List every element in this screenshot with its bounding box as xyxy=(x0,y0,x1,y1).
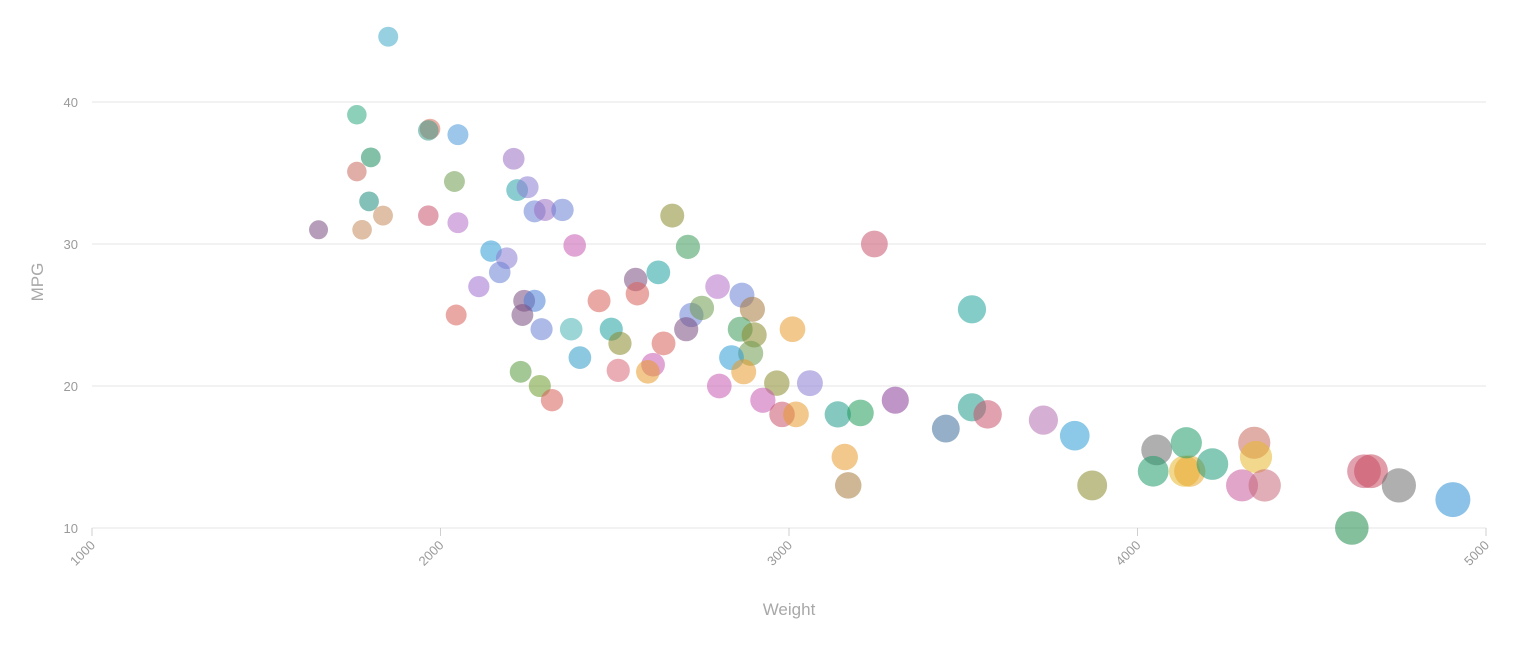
data-point[interactable] xyxy=(957,295,987,324)
x-tick-label: 4000 xyxy=(1113,538,1144,569)
data-point[interactable] xyxy=(523,289,546,312)
data-point[interactable] xyxy=(824,401,851,428)
data-point[interactable] xyxy=(651,331,676,356)
y-axis-title: MPG xyxy=(28,263,47,302)
data-point[interactable] xyxy=(359,191,379,212)
x-tick-label: 3000 xyxy=(764,538,795,569)
data-point[interactable] xyxy=(796,370,823,397)
x-tick-label: 5000 xyxy=(1461,538,1492,569)
data-point[interactable] xyxy=(418,120,439,141)
data-point[interactable] xyxy=(1226,469,1259,502)
data-point[interactable] xyxy=(608,331,632,356)
data-point[interactable] xyxy=(309,220,329,240)
data-point[interactable] xyxy=(646,260,671,285)
data-point[interactable] xyxy=(731,359,757,385)
data-point[interactable] xyxy=(1028,405,1059,435)
data-point[interactable] xyxy=(881,386,909,414)
data-point[interactable] xyxy=(1137,455,1169,487)
data-point[interactable] xyxy=(1077,470,1108,501)
data-point[interactable] xyxy=(860,230,888,258)
data-point[interactable] xyxy=(1248,469,1281,502)
y-axis-ticks: 10 20 30 40 xyxy=(64,95,78,536)
data-point[interactable] xyxy=(516,176,539,199)
data-point[interactable] xyxy=(502,147,525,170)
data-point[interactable] xyxy=(540,389,564,412)
data-point[interactable] xyxy=(445,304,467,326)
data-point[interactable] xyxy=(783,401,809,428)
data-point[interactable] xyxy=(360,147,381,168)
data-point[interactable] xyxy=(1170,427,1202,459)
data-point[interactable] xyxy=(447,124,469,146)
data-point[interactable] xyxy=(488,261,511,284)
data-point[interactable] xyxy=(1335,511,1369,545)
data-point[interactable] xyxy=(378,26,399,47)
y-tick-label: 10 xyxy=(64,521,78,536)
data-point[interactable] xyxy=(847,399,874,427)
data-point[interactable] xyxy=(739,296,765,322)
x-axis-title: Weight xyxy=(763,600,816,619)
data-point[interactable] xyxy=(764,370,790,396)
data-point[interactable] xyxy=(347,161,367,182)
data-point[interactable] xyxy=(625,281,650,306)
data-point[interactable] xyxy=(468,275,490,298)
data-point[interactable] xyxy=(931,414,960,443)
data-point[interactable] xyxy=(443,171,465,192)
data-point[interactable] xyxy=(568,346,592,369)
data-point[interactable] xyxy=(831,443,858,471)
data-point[interactable] xyxy=(636,359,660,384)
data-point[interactable] xyxy=(559,317,583,341)
grid xyxy=(92,101,1486,529)
data-point[interactable] xyxy=(705,274,730,299)
data-point[interactable] xyxy=(674,317,699,342)
data-point[interactable] xyxy=(551,198,574,222)
data-point[interactable] xyxy=(779,316,806,343)
data-point[interactable] xyxy=(530,318,553,341)
data-point[interactable] xyxy=(1435,482,1471,518)
data-point[interactable] xyxy=(606,358,630,382)
data-point[interactable] xyxy=(706,373,732,399)
data-point[interactable] xyxy=(352,219,372,240)
data-point[interactable] xyxy=(447,212,469,234)
y-tick-label: 40 xyxy=(64,95,78,110)
data-point[interactable] xyxy=(533,198,557,222)
y-tick-label: 20 xyxy=(64,379,78,394)
data-point[interactable] xyxy=(835,472,862,499)
data-point[interactable] xyxy=(373,205,393,226)
data-point[interactable] xyxy=(750,387,776,413)
x-tick-label: 1000 xyxy=(67,538,98,569)
y-tick-label: 30 xyxy=(64,237,78,252)
data-point[interactable] xyxy=(509,360,532,383)
data-point[interactable] xyxy=(511,304,534,326)
x-tick-label: 2000 xyxy=(416,538,447,569)
data-point[interactable] xyxy=(563,234,586,257)
data-point[interactable] xyxy=(1059,420,1090,451)
data-point[interactable] xyxy=(587,289,611,313)
data-point[interactable] xyxy=(973,400,1002,429)
data-point[interactable] xyxy=(689,295,715,321)
data-point[interactable] xyxy=(1381,468,1416,503)
data-point[interactable] xyxy=(660,203,685,228)
data-point[interactable] xyxy=(1239,440,1273,474)
data-point[interactable] xyxy=(1354,454,1388,489)
data-point[interactable] xyxy=(675,234,701,259)
x-axis-ticks: 1000 2000 3000 4000 5000 xyxy=(67,528,1492,569)
data-point[interactable] xyxy=(347,105,367,125)
data-point[interactable] xyxy=(418,205,439,226)
data-point[interactable] xyxy=(1196,448,1229,480)
data-points xyxy=(309,26,1471,545)
